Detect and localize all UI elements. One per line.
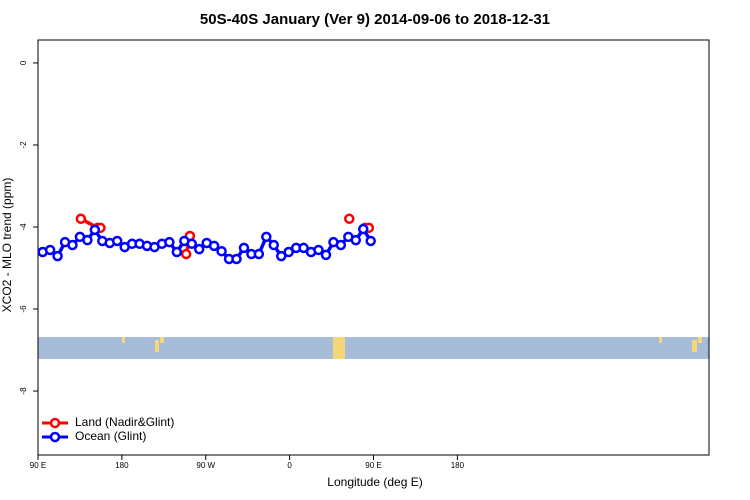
legend-marker <box>49 417 61 429</box>
data-point <box>238 242 250 254</box>
map-strip <box>38 337 709 359</box>
land-patch <box>122 337 125 343</box>
data-point <box>44 244 56 256</box>
legend-label: Land (Nadir&Glint) <box>75 415 174 429</box>
y-tick-label: -2 <box>19 141 28 149</box>
data-point <box>75 213 87 225</box>
data-point <box>335 239 347 251</box>
data-point <box>357 223 369 235</box>
y-tick-label: -8 <box>19 387 28 395</box>
x-tick-label: 90 W <box>196 461 215 470</box>
y-tick-label: -6 <box>19 305 28 313</box>
x-tick-label: 0 <box>287 461 292 470</box>
x-tick-label: 90 E <box>365 461 381 470</box>
x-axis-label: Longitude (deg E) <box>327 475 422 489</box>
land-patch <box>160 337 164 343</box>
data-point <box>180 248 192 260</box>
data-point <box>52 250 63 262</box>
data-point <box>164 236 175 248</box>
land-patch <box>659 337 662 343</box>
data-point <box>186 238 198 250</box>
legend-label: Ocean (Glint) <box>75 429 146 443</box>
map-land <box>122 337 702 359</box>
land-patch <box>698 337 702 343</box>
data-point <box>89 224 101 236</box>
data-point <box>268 239 280 251</box>
data-point <box>208 240 220 252</box>
land-patch <box>333 337 345 359</box>
legend-marker <box>49 431 61 443</box>
x-tick-label: 180 <box>451 461 465 470</box>
data-point <box>283 246 294 258</box>
data-point <box>365 235 376 247</box>
data-point <box>111 235 123 247</box>
land-patch <box>692 340 697 352</box>
data-point <box>344 213 355 225</box>
data-point <box>231 253 242 265</box>
data-point <box>350 234 362 246</box>
x-tick-label: 90 E <box>30 461 46 470</box>
x-tick-label: 180 <box>115 461 129 470</box>
data-point <box>171 246 183 258</box>
chart-title: 50S-40S January (Ver 9) 2014-09-06 to 20… <box>200 11 550 28</box>
data-point <box>253 248 265 260</box>
y-axis-label: XCO2 - MLO trend (ppm) <box>0 178 14 313</box>
data-point <box>193 243 205 255</box>
y-tick-label: -4 <box>19 223 28 231</box>
data-point <box>320 249 332 261</box>
data-point <box>275 250 287 262</box>
data-point <box>82 234 93 246</box>
data-point <box>298 242 309 254</box>
data-point <box>261 231 272 243</box>
data-point <box>313 244 324 256</box>
data-point <box>67 239 78 251</box>
data-point <box>216 245 227 257</box>
y-tick-label: 0 <box>19 60 28 65</box>
land-patch <box>155 340 159 352</box>
